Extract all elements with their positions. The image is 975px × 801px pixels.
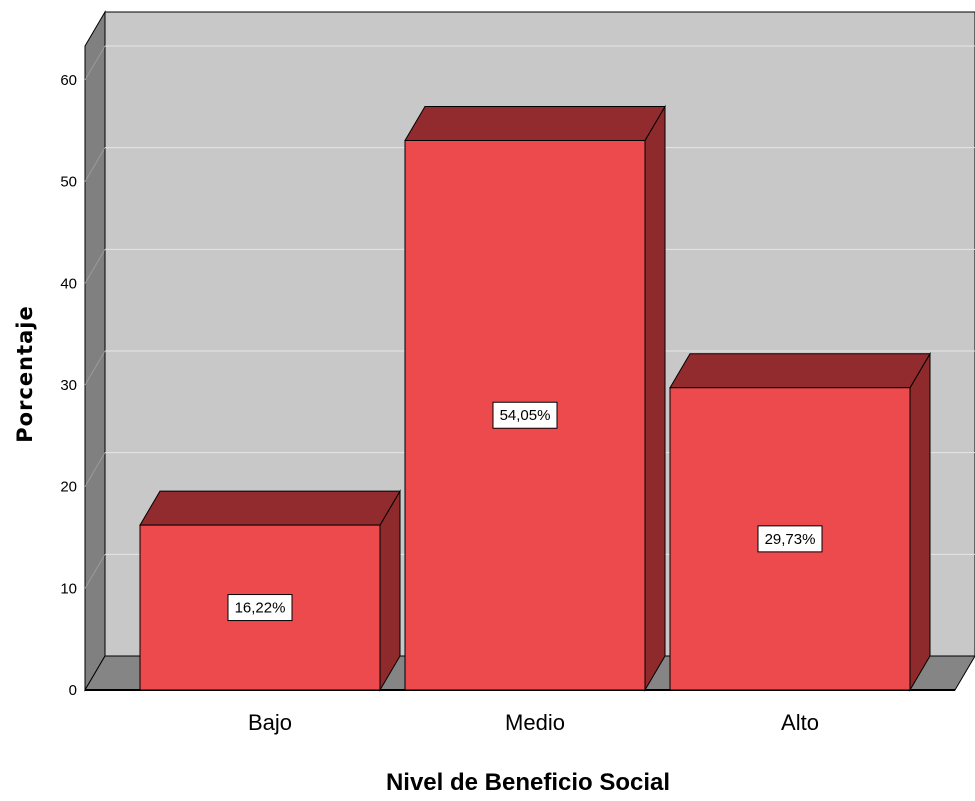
side-grid-line (84, 452, 106, 487)
y-tick-label: 50 (60, 174, 77, 191)
plot-left-wall (84, 10, 106, 692)
bar-top (404, 105, 666, 141)
y-tick-label: 0 (69, 682, 77, 699)
side-grid-line (84, 350, 106, 386)
data-label: 16,22% (235, 600, 286, 617)
data-label: 54,05% (500, 407, 551, 424)
side-grid-line (84, 147, 106, 182)
data-label-box (757, 525, 823, 553)
bar-bajo: 16,22% (139, 489, 401, 692)
y-tick-label: 40 (60, 275, 77, 292)
x-tick-label: Medio (505, 710, 565, 735)
bars: 16,22% 54,05% 29,73% (139, 104, 931, 692)
bar-medio: 54,05% (404, 104, 666, 692)
y-tick-label: 30 (60, 377, 77, 394)
side-grid-line (84, 554, 106, 589)
bar-side (909, 351, 931, 692)
side-grid-line (84, 249, 106, 284)
data-label-box (492, 401, 558, 429)
bar-alto: 29,73% (669, 351, 931, 692)
data-label: 29,73% (765, 531, 816, 548)
y-tick-label: 60 (60, 72, 77, 89)
y-tick-label: 10 (60, 580, 77, 597)
bar-top (669, 353, 931, 389)
y-axis-ticks: 0 10 20 30 40 50 60 (60, 72, 77, 699)
x-axis-label: Nivel de Beneficio Social (386, 769, 670, 796)
x-tick-label: Alto (781, 710, 819, 735)
bar-top (139, 490, 401, 526)
side-grid-line (84, 45, 106, 81)
x-axis-ticks: Bajo Medio Alto (248, 710, 819, 735)
x-tick-label: Bajo (248, 710, 292, 735)
data-label-box (227, 594, 293, 622)
y-tick-label: 20 (60, 479, 77, 496)
y-axis-label: Porcentaje (13, 305, 37, 442)
bar-side (644, 104, 666, 692)
